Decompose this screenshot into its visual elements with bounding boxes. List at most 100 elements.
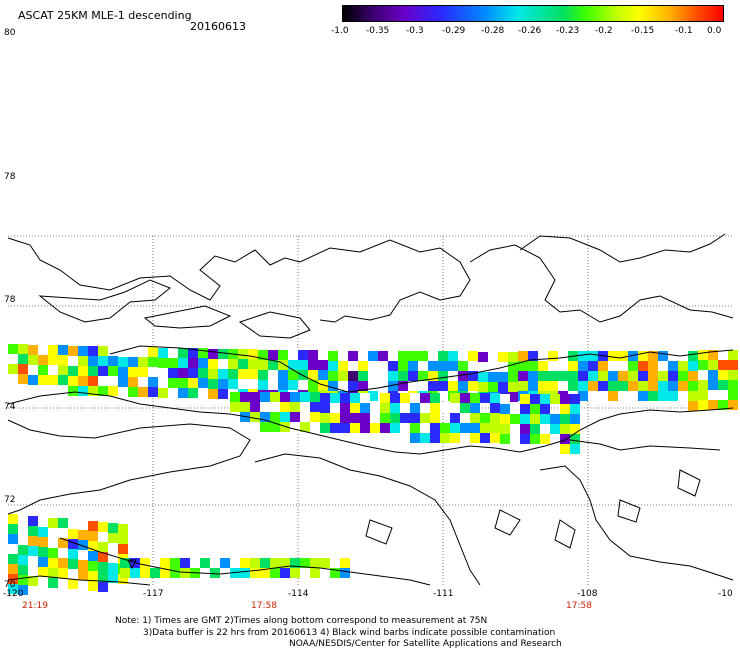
wind-pixel [160, 568, 170, 578]
cb-tick: -0.15 [631, 26, 655, 36]
wind-pixel [340, 393, 350, 403]
wind-pixel [460, 393, 470, 403]
wind-pixel [230, 392, 240, 402]
lat-label: 78 [4, 295, 16, 305]
wind-pixel [18, 354, 28, 364]
wind-pixel [108, 523, 118, 533]
wind-pixel [8, 584, 18, 594]
wind-pixel [440, 433, 450, 443]
wind-pixel [180, 558, 190, 568]
wind-pixel [460, 403, 470, 413]
wind-pixel [290, 422, 300, 432]
wind-pixel [48, 385, 58, 395]
wind-pixel [258, 370, 268, 380]
wind-pixel [568, 371, 578, 381]
wind-pixel [490, 413, 500, 423]
wind-pixel [678, 371, 688, 381]
wind-pixel [120, 568, 130, 578]
wind-pixel [250, 558, 260, 568]
wind-pixel [158, 358, 168, 368]
wind-pixel [48, 558, 58, 568]
wind-pixel [360, 413, 370, 423]
wind-pixel [18, 545, 28, 555]
wind-pixel [430, 413, 440, 423]
wind-pixel [250, 412, 260, 422]
wind-pixel [158, 348, 168, 358]
wind-pixel [128, 387, 138, 397]
wind-pixel [198, 368, 208, 378]
wind-pixel [78, 376, 88, 386]
wind-pixel [658, 371, 668, 381]
cb-tick: -0.2 [595, 26, 613, 36]
wind-pixel [328, 371, 338, 381]
wind-pixel [78, 346, 88, 356]
wind-pixel [170, 568, 180, 578]
wind-pixel [58, 568, 68, 578]
wind-pixel [148, 357, 158, 367]
wind-pixel [390, 423, 400, 433]
wind-pixel [78, 530, 88, 540]
wind-pixel [418, 351, 428, 361]
wind-pixel [78, 356, 88, 366]
wind-pixel [28, 375, 38, 385]
wind-pixel [28, 536, 38, 546]
wind-pixel [208, 379, 218, 389]
wind-pixel [648, 371, 658, 381]
lat-label: 78 [4, 172, 16, 182]
wind-pixel [228, 379, 238, 389]
wind-pixel [178, 388, 188, 398]
wind-pixel [370, 403, 380, 413]
wind-pixel [248, 379, 258, 389]
wind-pixel [490, 423, 500, 433]
wind-pixel [88, 561, 98, 571]
wind-pixel [148, 387, 158, 397]
wind-pixel [280, 402, 290, 412]
wind-pixel [518, 371, 528, 381]
wind-pixel [520, 424, 530, 434]
wind-pixel [150, 568, 160, 578]
wind-pixel [490, 403, 500, 413]
wind-pixel [280, 568, 290, 578]
wind-pixel [168, 388, 178, 398]
wind-pixel [260, 568, 270, 578]
wind-pixel [18, 585, 28, 595]
wind-pixel [98, 346, 108, 356]
wind-pixel [108, 386, 118, 396]
wind-pixel [218, 389, 228, 399]
wind-pixel [528, 351, 538, 361]
wind-pixel [300, 422, 310, 432]
wind-pixel [410, 413, 420, 423]
wind-pixel [458, 361, 468, 371]
wind-pixel [350, 403, 360, 413]
wind-pixel [88, 541, 98, 551]
wind-pixel [78, 520, 88, 530]
wind-pixel [308, 370, 318, 380]
wind-pixel [238, 379, 248, 389]
wind-pixel [438, 381, 448, 391]
wind-pixel [68, 346, 78, 356]
wind-pixel [98, 532, 108, 542]
wind-pixel [128, 357, 138, 367]
pass-time-label: 17:58 [251, 601, 277, 611]
wind-pixel [18, 364, 28, 374]
wind-pixel [578, 391, 588, 401]
wind-pixel [378, 351, 388, 361]
cb-tick: 0.0 [707, 26, 722, 36]
wind-pixel [358, 361, 368, 371]
wind-pixel [8, 344, 18, 354]
wind-pixel [408, 371, 418, 381]
wind-pixel [728, 390, 738, 400]
wind-pixel [668, 371, 678, 381]
wind-pixel [260, 422, 270, 432]
wind-pixel [188, 348, 198, 358]
wind-pixel [200, 558, 210, 568]
wind-pixel [210, 558, 220, 568]
wind-pixel [578, 381, 588, 391]
pass-time-label: 21:19 [22, 601, 48, 611]
wind-pixel [230, 402, 240, 412]
wind-pixel [108, 366, 118, 376]
wind-pixel [38, 557, 48, 567]
wind-pixel [88, 521, 98, 531]
wind-pixel [118, 367, 128, 377]
wind-pixel [98, 356, 108, 366]
